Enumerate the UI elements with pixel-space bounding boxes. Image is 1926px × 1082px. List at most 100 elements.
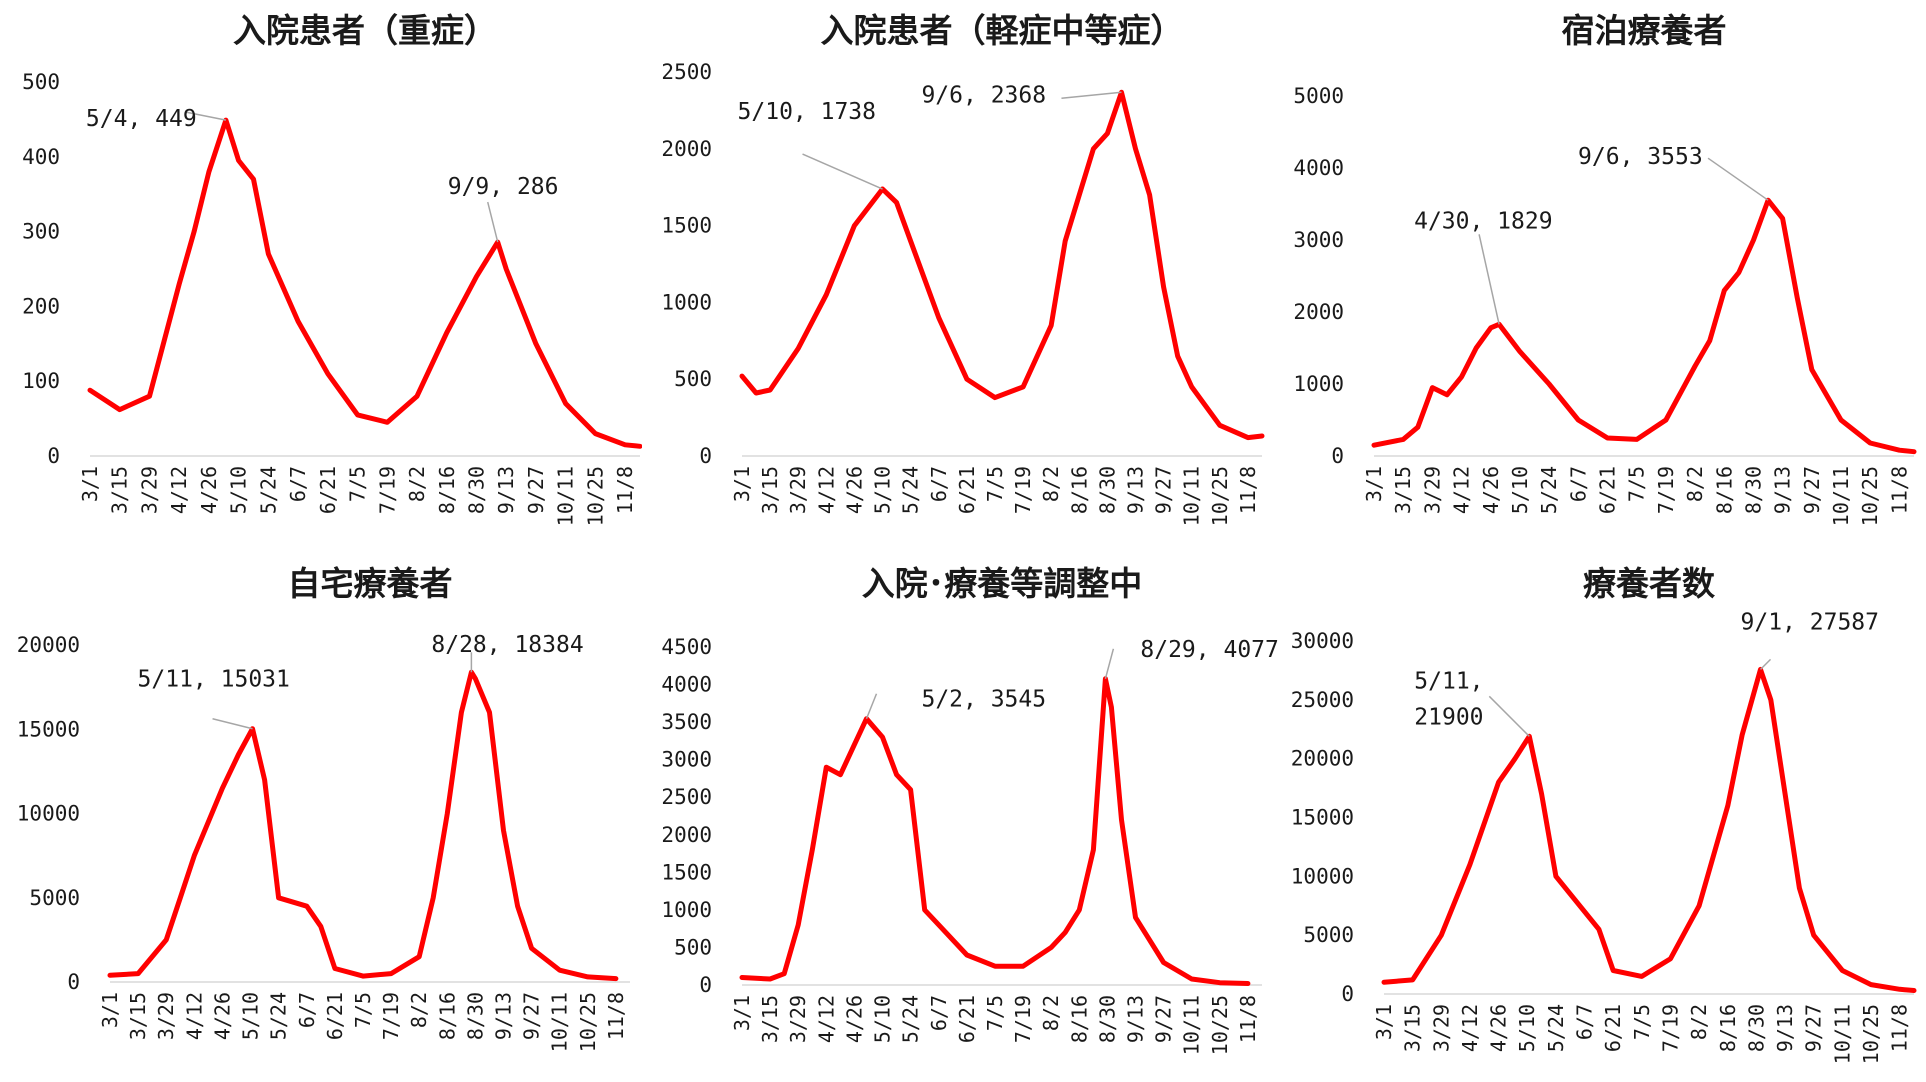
data-label: 5/10, 1738	[738, 99, 876, 125]
x-tick-label: 9/27	[524, 466, 548, 514]
data-label: 8/28, 18384	[431, 632, 583, 658]
chart-svg: 入院患者（軽症中等症） 0 500 1000 1500 2000 2500 3/1 3/15 3/…	[661, 11, 1265, 526]
annotation-leader	[1707, 157, 1769, 201]
annotation-leader	[1061, 91, 1122, 100]
x-tick-label: 5/10	[1515, 1004, 1539, 1052]
y-tick-label: 3000	[661, 748, 712, 772]
x-tick-label: 6/21	[955, 466, 979, 514]
y-tick-label: 0	[699, 444, 712, 468]
x-tick-label: 8/2	[405, 466, 429, 502]
data-label: 5/11, 15031	[138, 667, 290, 693]
x-tick-label: 6/7	[927, 466, 951, 502]
x-tick-label: 11/8	[1236, 466, 1260, 514]
y-tick-label: 400	[22, 145, 60, 169]
x-tick-label: 7/19	[1011, 995, 1035, 1043]
x-tick-label: 10/25	[1859, 1004, 1883, 1064]
x-tick-label: 6/7	[295, 992, 319, 1028]
x-tick-label: 6/21	[955, 995, 979, 1043]
x-tick-label: 3/1	[1372, 1004, 1396, 1040]
y-tick-label: 2000	[1293, 300, 1344, 324]
chart-title: 入院患者（軽症中等症）	[821, 11, 1184, 50]
chart-svg: 療養者数 0 5000 10000 15000 20000 25000 30000 3/1 3/1…	[1291, 564, 1917, 1064]
x-tick-label: 8/2	[407, 992, 431, 1028]
x-tick-label: 9/13	[1771, 466, 1795, 514]
y-tick-label: 0	[1331, 444, 1344, 468]
x-tick-label: 4/12	[167, 466, 191, 514]
x-tick-label: 3/1	[730, 466, 754, 502]
annotation-leader	[865, 693, 878, 720]
x-tick-label: 10/11	[1829, 466, 1853, 526]
x-tick-label: 3/1	[1362, 466, 1386, 502]
y-tick-label: 2500	[661, 785, 712, 809]
chart-title: 療養者数	[1583, 564, 1716, 603]
x-tick-label: 3/15	[108, 466, 132, 514]
x-tick-label: 8/16	[1067, 466, 1091, 514]
x-tick-label: 3/29	[1429, 1004, 1453, 1052]
y-tick-label: 200	[22, 294, 60, 318]
x-tick-label: 11/8	[1236, 995, 1260, 1043]
x-tick-label: 5/24	[1544, 1004, 1568, 1052]
x-tick-label: 4/26	[210, 992, 234, 1040]
x-tick-label: 3/1	[78, 466, 102, 502]
y-tick-label: 0	[699, 973, 712, 997]
x-tick-label: 6/21	[323, 992, 347, 1040]
y-tick-label: 1000	[661, 898, 712, 922]
annotation-leader	[1488, 695, 1530, 737]
chart-svg: 入院･療養等調整中 0 500 1000 1500 2000 2500 3000 3500 400…	[661, 564, 1278, 1055]
y-tick-label: 20000	[17, 633, 80, 657]
x-tick-label: 9/27	[1800, 466, 1824, 514]
x-tick-label: 8/30	[1095, 995, 1119, 1043]
annotation-leader	[185, 111, 227, 121]
x-tick-label: 5/10	[871, 466, 895, 514]
x-tick-label: 8/2	[1683, 466, 1707, 502]
x-tick-label: 8/16	[435, 992, 459, 1040]
y-tick-label: 0	[47, 444, 60, 468]
x-tick-label: 3/29	[137, 466, 161, 514]
x-tick-label: 10/25	[1208, 466, 1232, 526]
y-tick-label: 15000	[17, 717, 80, 741]
x-tick-label: 9/13	[1124, 466, 1148, 514]
x-tick-label: 3/29	[786, 995, 810, 1043]
x-tick-label: 6/21	[1596, 466, 1620, 514]
x-tick-label: 7/19	[1654, 466, 1678, 514]
x-tick-label: 9/13	[494, 466, 518, 514]
chart-title: 宿泊療養者	[1562, 11, 1727, 50]
annotation-leader	[212, 718, 253, 730]
data-label: 9/6, 3553	[1578, 144, 1703, 170]
y-tick-label: 1000	[661, 290, 712, 314]
x-tick-label: 11/8	[604, 992, 628, 1040]
x-tick-label: 8/2	[1039, 995, 1063, 1031]
x-tick-label: 7/19	[1658, 1004, 1682, 1052]
x-tick-label: 4/12	[1458, 1004, 1482, 1052]
x-tick-label: 7/5	[1625, 466, 1649, 502]
x-tick-label: 6/21	[316, 466, 340, 514]
x-tick-label: 4/12	[814, 995, 838, 1043]
x-tick-label: 11/8	[1887, 466, 1911, 514]
x-tick-label: 3/1	[730, 995, 754, 1031]
x-tick-label: 8/30	[1741, 466, 1765, 514]
y-tick-label: 5000	[1303, 923, 1354, 947]
x-tick-label: 10/25	[576, 992, 600, 1052]
chart-panel: 宿泊療養者 0 1000 2000 3000 4000 5000 3/1 3/15 3/29 4/1…	[1284, 0, 1926, 541]
y-tick-label: 500	[674, 367, 712, 391]
x-tick-label: 8/16	[1712, 466, 1736, 514]
x-tick-label: 10/25	[1858, 466, 1882, 526]
chart-svg: 入院患者（重症） 0 100 200 300 400 500 3/1 3/15 3/29 4/12 4…	[22, 11, 642, 526]
y-tick-label: 10000	[17, 802, 80, 826]
x-tick-label: 6/7	[286, 466, 310, 502]
y-tick-label: 4000	[1293, 156, 1344, 180]
x-tick-label: 10/11	[1830, 1004, 1854, 1064]
x-tick-label: 5/24	[1537, 466, 1561, 514]
y-tick-label: 0	[1341, 982, 1354, 1006]
chart-svg: 宿泊療養者 0 1000 2000 3000 4000 5000 3/1 3/15 3/29 4/1…	[1293, 11, 1917, 526]
x-tick-label: 4/26	[842, 466, 866, 514]
chart-panel: 入院･療養等調整中 0 500 1000 1500 2000 2500 3000 3500 400…	[642, 541, 1284, 1082]
x-tick-label: 6/7	[1566, 466, 1590, 502]
data-label: 4/30, 1829	[1414, 208, 1552, 234]
x-tick-label: 8/30	[464, 466, 488, 514]
y-tick-label: 4500	[661, 635, 712, 659]
y-tick-label: 300	[22, 220, 60, 244]
x-tick-label: 4/12	[1450, 466, 1474, 514]
x-tick-label: 7/5	[351, 992, 375, 1028]
